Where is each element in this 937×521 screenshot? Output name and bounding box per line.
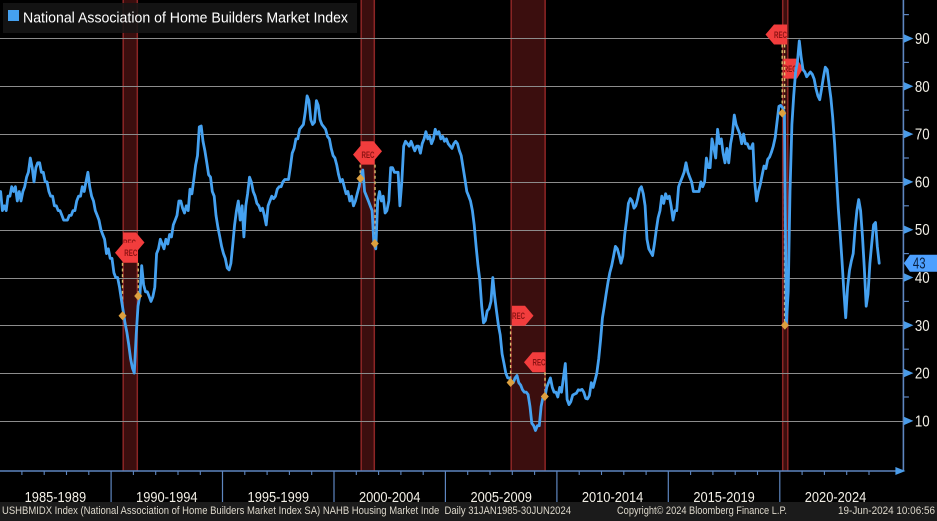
svg-text:USHBMIDX Index (National Assoc: USHBMIDX Index (National Association of … [2, 505, 571, 517]
svg-text:20: 20 [915, 366, 930, 383]
svg-text:1985-1989: 1985-1989 [25, 489, 87, 506]
svg-text:40: 40 [915, 270, 930, 287]
svg-text:50: 50 [915, 222, 930, 239]
svg-text:Copyright© 2024 Bloomberg Fina: Copyright© 2024 Bloomberg Finance L.P. [617, 505, 787, 517]
svg-text:REC: REC [124, 248, 137, 259]
svg-text:REC: REC [533, 358, 546, 369]
svg-text:80: 80 [915, 79, 930, 96]
svg-text:REC: REC [362, 150, 375, 161]
svg-text:2020-2024: 2020-2024 [805, 489, 867, 506]
svg-text:National Association of Home B: National Association of Home Builders Ma… [23, 11, 349, 27]
svg-text:19-Jun-2024 10:06:56: 19-Jun-2024 10:06:56 [838, 505, 935, 517]
svg-text:2015-2019: 2015-2019 [693, 489, 755, 506]
svg-text:10: 10 [915, 413, 930, 430]
svg-text:1995-1999: 1995-1999 [248, 489, 310, 506]
svg-text:2010-2014: 2010-2014 [582, 489, 644, 506]
svg-text:60: 60 [915, 174, 930, 191]
svg-text:2000-2004: 2000-2004 [359, 489, 421, 506]
svg-text:43: 43 [913, 256, 926, 273]
svg-text:30: 30 [915, 318, 930, 335]
svg-text:REC: REC [512, 311, 525, 322]
svg-text:REC: REC [784, 64, 797, 75]
svg-text:70: 70 [915, 127, 930, 144]
svg-text:90: 90 [915, 31, 930, 48]
svg-text:2005-2009: 2005-2009 [470, 489, 532, 506]
svg-text:1990-1994: 1990-1994 [136, 489, 198, 506]
svg-text:REC: REC [774, 30, 787, 41]
